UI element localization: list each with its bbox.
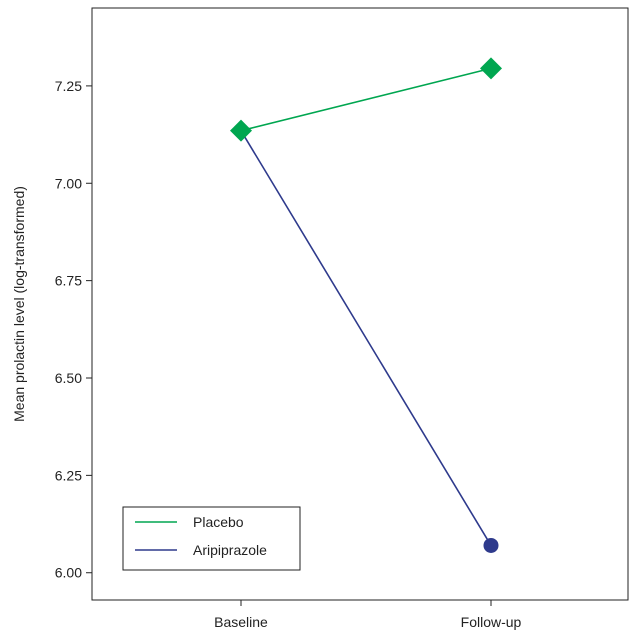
series-lines: [240, 67, 492, 546]
x-tick-label: Baseline: [214, 614, 268, 630]
data-point-placebo: [230, 119, 252, 142]
legend-label-placebo: Placebo: [193, 514, 244, 530]
series-line-placebo: [240, 67, 492, 132]
x-tick-label: Follow-up: [461, 614, 522, 630]
y-tick-label: 7.00: [55, 175, 82, 191]
legend: Placebo Aripiprazole: [122, 506, 301, 571]
legend-box: [122, 506, 301, 571]
y-axis-label: Mean prolactin level (log-transformed): [11, 186, 27, 422]
y-tick-label: 7.25: [55, 78, 82, 94]
legend-label-aripiprazole: Aripiprazole: [193, 542, 267, 558]
data-point-placebo: [480, 57, 502, 80]
y-tick-label: 6.25: [55, 467, 82, 483]
data-point-aripiprazole: [483, 537, 499, 553]
y-tick-label: 6.75: [55, 273, 82, 289]
plot-frame: [91, 7, 629, 601]
y-axis-ticks: 6.00 6.25 6.50 6.75 7.00 7.25: [55, 78, 92, 581]
y-tick-label: 6.00: [55, 565, 82, 581]
x-axis-ticks: Baseline Follow-up: [214, 600, 522, 630]
series-line-aripiprazole: [240, 130, 492, 546]
y-tick-label: 6.50: [55, 370, 82, 386]
series-markers: [230, 57, 502, 553]
